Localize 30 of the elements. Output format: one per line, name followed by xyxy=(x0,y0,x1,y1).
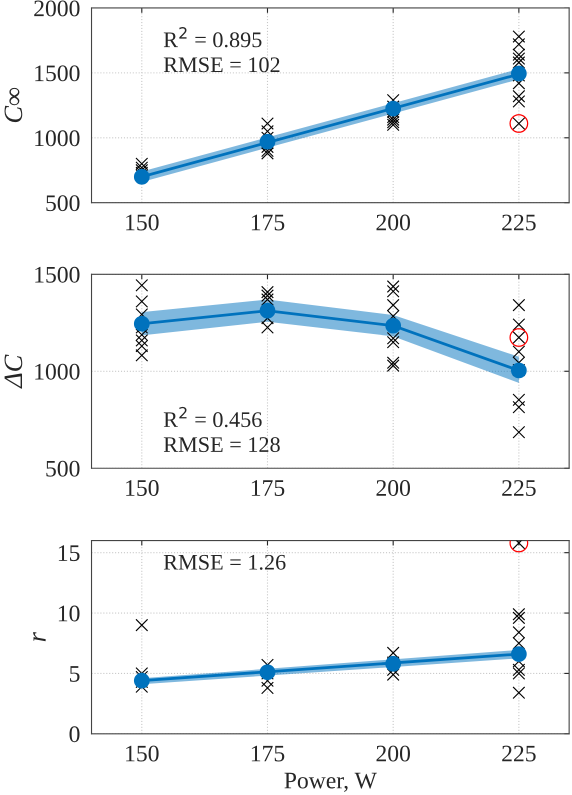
y-tick-label: 1000 xyxy=(35,364,80,380)
y-tick-label: 2000 xyxy=(34,0,80,16)
y-tick-label: 15 xyxy=(58,545,80,562)
y-tick-label: 1500 xyxy=(35,266,80,283)
y-tick-label: 500 xyxy=(46,195,80,212)
y-tick-label: 1000 xyxy=(35,130,80,146)
y-axis-title: C∞ xyxy=(4,88,22,122)
x-tick-label: 200 xyxy=(376,214,410,230)
x-tick-label: 200 xyxy=(376,480,410,496)
x-tick-label: 225 xyxy=(502,214,536,230)
y-tick-label: 1500 xyxy=(35,65,80,82)
x-tick-label: 225 xyxy=(502,480,536,496)
x-tick-label: 200 xyxy=(376,746,410,762)
annotation: R$^{2}$ = 0.456 RMSE = 128 xyxy=(164,406,280,452)
x-tick-label: 225 xyxy=(502,746,536,762)
y-tick-label: 500 xyxy=(46,460,80,477)
y-tick-label: 10 xyxy=(58,606,80,622)
x-tick-label: 150 xyxy=(126,214,159,230)
x-axis-title: Power, W xyxy=(284,772,377,792)
x-tick-label: 150 xyxy=(126,746,159,762)
y-axis-title: ΔC xyxy=(4,354,22,389)
x-tick-label: 175 xyxy=(252,480,284,496)
x-tick-label: 175 xyxy=(252,746,284,762)
x-tick-label: 175 xyxy=(252,214,284,230)
y-axis-title: r xyxy=(33,632,46,642)
y-tick-label: 5 xyxy=(70,666,80,682)
y-tick-label: 0 xyxy=(70,726,80,742)
x-tick-label: 150 xyxy=(126,480,159,496)
annotation: R$^{2}$ = 0.895 RMSE = 102 xyxy=(164,27,280,72)
annotation: RMSE = 1.26 xyxy=(164,554,286,570)
